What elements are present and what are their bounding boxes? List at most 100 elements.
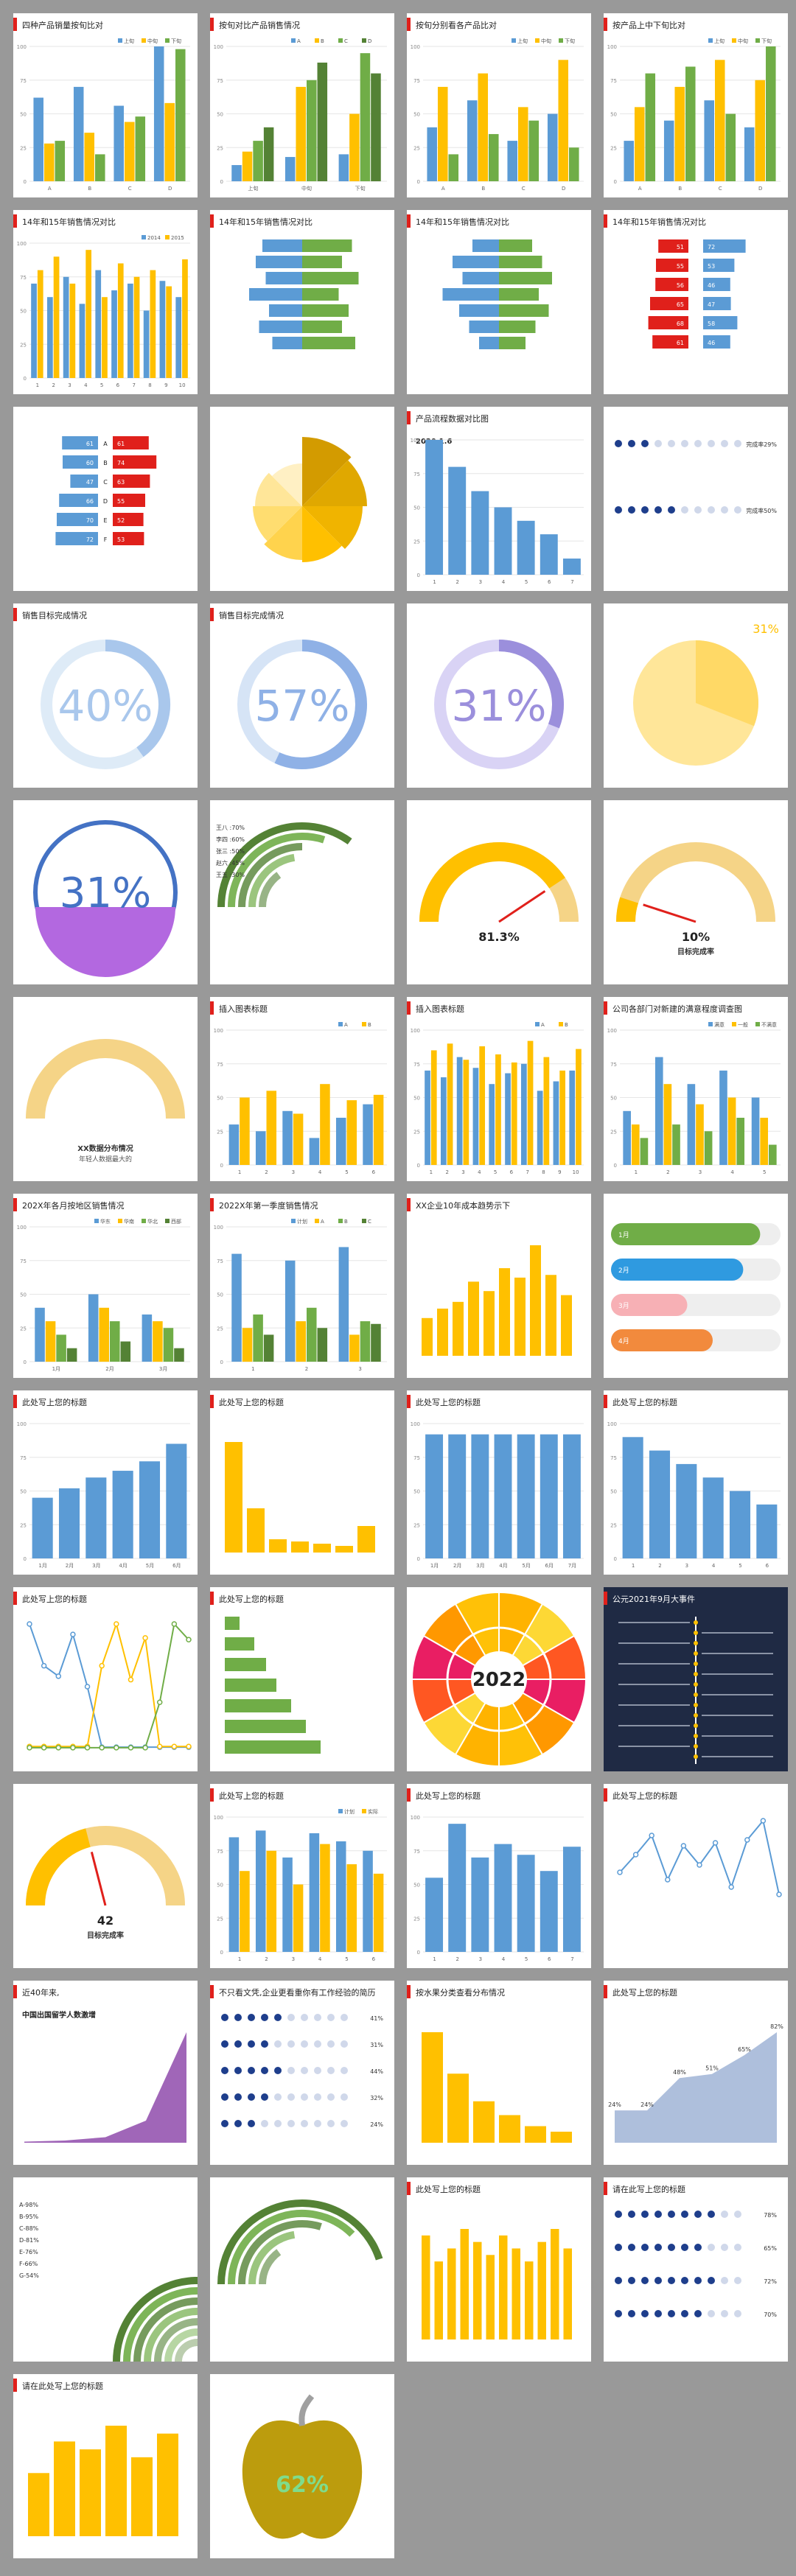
x-tick: 4 — [318, 1956, 322, 1962]
title-accent — [407, 1788, 411, 1802]
bar — [540, 1434, 558, 1558]
bar — [346, 1864, 357, 1952]
pictogram-dot — [234, 2120, 242, 2127]
chart-svg: 此处写上您的标题 — [210, 1395, 375, 1553]
pictogram-dot — [681, 2244, 688, 2251]
chart-svg: 202X年各月按地区销售情况 0 25 50 75 100 华东 华南 华北 西部 1月 2月 3月 — [13, 1198, 190, 1372]
bar — [499, 2115, 520, 2143]
radial-label: C-88% — [19, 2225, 39, 2232]
data-point — [41, 1662, 47, 1669]
title-accent — [13, 1592, 17, 1605]
area-fill — [615, 2032, 777, 2143]
chart-title: XX企业10年成本趋势示下 — [416, 1200, 510, 1211]
bar — [302, 239, 352, 252]
y-tick: 75 — [217, 1062, 223, 1068]
legend-label: B — [321, 38, 324, 44]
gauge-value: 81.3% — [478, 930, 520, 944]
pictogram-dot — [654, 2244, 662, 2251]
x-tick: 5 — [739, 1563, 741, 1569]
pictogram-dot — [261, 2093, 268, 2101]
x-tick: 3 — [479, 579, 482, 585]
y-tick: 50 — [20, 309, 27, 315]
data-label: 60 — [86, 460, 94, 466]
area-fill — [24, 2032, 186, 2143]
title-accent — [407, 214, 411, 228]
x-tick: 5月 — [522, 1563, 530, 1569]
bar — [302, 272, 359, 284]
data-label: 65% — [738, 2046, 751, 2053]
y-tick: 0 — [24, 1359, 27, 1365]
gauge-caption: 目标完成率 — [677, 947, 714, 956]
title-accent — [407, 1395, 411, 1408]
title-accent — [13, 608, 17, 621]
chart-card-c19: 81.3% — [407, 800, 591, 984]
bar — [469, 321, 499, 333]
data-label: 53 — [117, 536, 125, 543]
chart-title: 此处写上您的标题 — [219, 1791, 284, 1801]
y-tick: 100 — [607, 1421, 617, 1427]
bar — [719, 1070, 727, 1165]
y-tick: 75 — [20, 78, 27, 84]
data-label: 68 — [677, 321, 684, 327]
y-tick: 75 — [413, 1455, 420, 1461]
donut-arc — [274, 640, 367, 769]
pictogram-dot — [654, 2310, 662, 2317]
legend-swatch — [732, 38, 736, 43]
data-point — [142, 1635, 148, 1641]
bar — [499, 288, 539, 301]
chart-card-c47: 此处写上您的标题 — [407, 2177, 591, 2362]
bar — [563, 2248, 572, 2339]
chart-svg: A-98% B-95% C-88% D-81% E-76% F-66% G-54% — [19, 2202, 198, 2362]
bar — [756, 1504, 778, 1558]
chart-card-c38: 此处写上您的标题 0 25 50 75 100 计划 实际 1 2 3 4 5 6 — [210, 1784, 394, 1968]
bar — [175, 49, 186, 181]
title-accent — [210, 214, 214, 228]
pictogram-label: 31% — [370, 2042, 383, 2048]
legend-label: 计划 — [297, 1218, 307, 1225]
bar — [559, 1070, 566, 1165]
pictogram-dot — [615, 2310, 622, 2317]
chart-svg: 王八 :70% 李四 :60% 张三 :50% 赵六 :45% 王五 :30% — [216, 822, 352, 908]
legend-swatch — [338, 1809, 343, 1813]
title-accent — [13, 1198, 17, 1211]
pictogram-dot — [734, 2310, 741, 2317]
title-accent — [13, 18, 17, 31]
legend-swatch — [338, 1219, 343, 1223]
bar — [225, 1637, 254, 1651]
chart-svg: 2022 — [411, 1591, 587, 1768]
bar — [228, 1837, 240, 1952]
y-tick: 25 — [217, 145, 223, 151]
pictogram-dot — [721, 2211, 728, 2218]
pictogram-dot — [628, 2277, 635, 2284]
bar — [255, 1830, 266, 1952]
chart-card-c12: 完成率29% 完成率50% — [604, 407, 788, 591]
bar — [282, 1110, 293, 1165]
x-tick: 1 — [433, 579, 436, 585]
bar — [62, 436, 98, 449]
chart-card-c27: XX企业10年成本趋势示下 — [407, 1194, 591, 1378]
bar — [472, 1068, 479, 1165]
chart-svg: 此处写上您的标题 0 25 50 75 100 1月 2月 3月 4月 5月 6月 7月 — [407, 1395, 584, 1569]
bar — [28, 2473, 49, 2536]
y-tick: 25 — [413, 1129, 420, 1135]
chart-svg: 10% 目标完成率 — [616, 842, 775, 956]
bar — [43, 143, 55, 181]
bar — [703, 335, 730, 349]
y-tick: 25 — [610, 1522, 617, 1528]
data-point — [712, 1840, 719, 1846]
chart-title: 销售目标完成情况 — [219, 610, 284, 620]
bar — [135, 116, 146, 181]
chart-card-c40: 此处写上您的标题 — [604, 1784, 788, 1968]
bar — [113, 532, 144, 545]
bar — [459, 304, 499, 317]
bar — [293, 1113, 304, 1165]
x-tick: 2 — [265, 1169, 268, 1175]
bar — [307, 1307, 317, 1362]
bar — [656, 259, 688, 272]
series-line — [619, 1819, 780, 1895]
bar — [530, 1245, 541, 1356]
chart-card-c43: 按水果分类查看分布情况 — [407, 1981, 591, 2165]
chart-svg: 61 61 A 60 74 B 47 63 C 66 55 D 70 52 E 72 53 F — [55, 436, 157, 545]
progress-label: 4月 — [618, 1337, 629, 1345]
bar — [494, 1844, 512, 1952]
